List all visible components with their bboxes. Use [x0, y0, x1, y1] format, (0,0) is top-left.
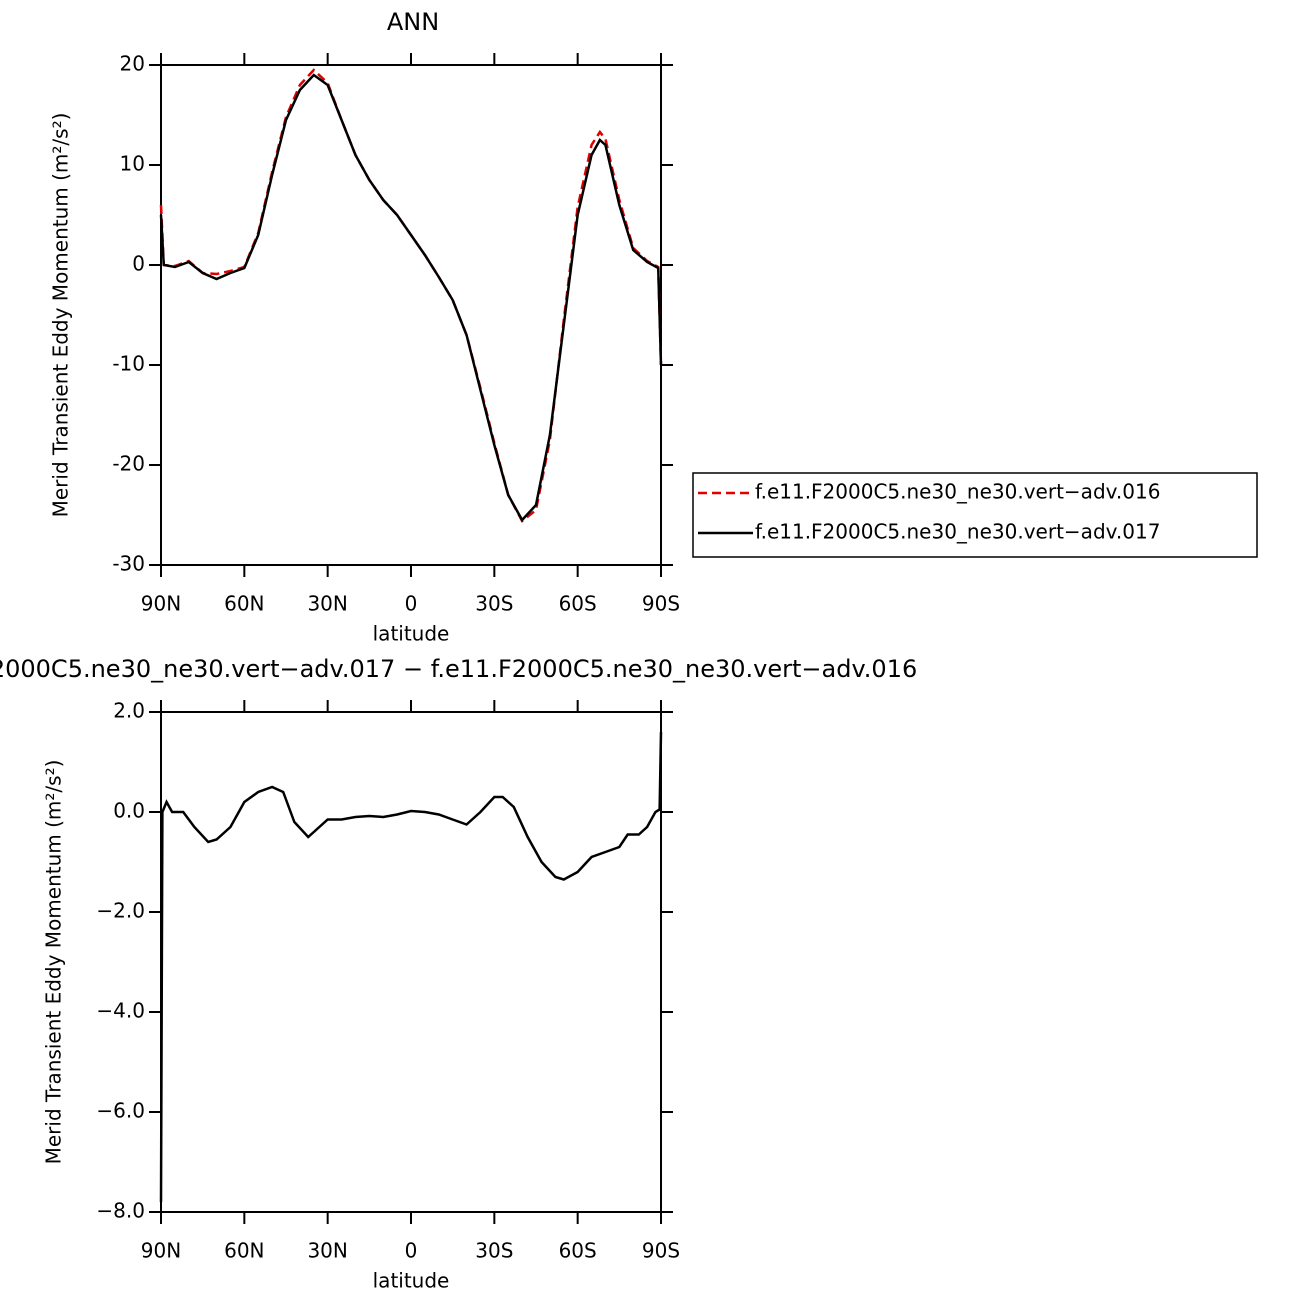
y-tick-label: 10	[120, 152, 145, 176]
y-tick-label: -10	[112, 352, 145, 376]
x-tick-label: 90S	[642, 1239, 680, 1263]
y-tick-label: -30	[112, 552, 145, 576]
y-tick-label: 0.0	[113, 799, 145, 823]
y-tick-label: 20	[120, 52, 145, 76]
x-tick-label: 60S	[559, 592, 597, 616]
y-tick-label: −6.0	[96, 1099, 145, 1123]
y-tick-label: −2.0	[96, 899, 145, 923]
y-axis-label: Merid Transient Eddy Momentum (m²/s²)	[42, 760, 66, 1165]
x-tick-label: 30N	[307, 1239, 347, 1263]
series-line	[159, 68, 663, 523]
x-tick-label: 0	[405, 1239, 418, 1263]
chart-title: ANN	[387, 8, 439, 36]
legend-box	[692, 472, 1258, 558]
plot-frame	[160, 711, 662, 1213]
chart-title: f.e11.F2000C5.ne30_ne30.vert−adv.017 − f…	[0, 655, 917, 683]
y-axis-label: Merid Transient Eddy Momentum (m²/s²)	[49, 113, 73, 518]
x-tick-label: 90S	[642, 592, 680, 616]
y-tick-label: −4.0	[96, 999, 145, 1023]
x-tick-label: 30N	[307, 592, 347, 616]
y-tick-label: 0	[132, 252, 145, 276]
legend-label: f.e11.F2000C5.ne30_ne30.vert−adv.017	[755, 520, 1160, 544]
x-tick-label: 90N	[141, 592, 181, 616]
x-tick-label: 30S	[475, 1239, 513, 1263]
legend-label: f.e11.F2000C5.ne30_ne30.vert−adv.016	[755, 480, 1160, 504]
x-axis-label: latitude	[373, 622, 450, 646]
y-tick-label: 2.0	[113, 699, 145, 723]
x-axis-label: latitude	[373, 1269, 450, 1293]
y-tick-label: −8.0	[96, 1199, 145, 1223]
x-tick-label: 90N	[141, 1239, 181, 1263]
series-line	[159, 731, 663, 1203]
series-line	[159, 73, 663, 523]
x-tick-label: 0	[405, 592, 418, 616]
x-tick-label: 60N	[224, 592, 264, 616]
plot-frame	[160, 64, 662, 566]
y-tick-label: -20	[112, 452, 145, 476]
x-tick-label: 60N	[224, 1239, 264, 1263]
x-tick-label: 30S	[475, 592, 513, 616]
x-tick-label: 60S	[559, 1239, 597, 1263]
